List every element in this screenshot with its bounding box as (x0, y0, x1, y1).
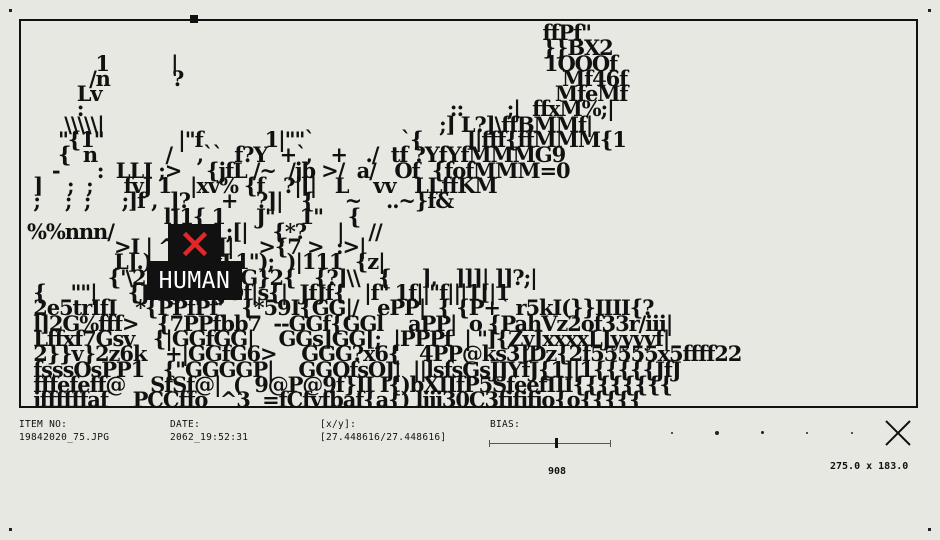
coords-info: [x/y]: [27.448616/27.448616] (320, 418, 446, 444)
item-value: 19842020_75.JPG (19, 432, 110, 443)
item-label: ITEM NO: (19, 419, 68, 430)
date-info: DATE: 2062_19:52:31 (170, 418, 248, 444)
page-dot[interactable] (806, 432, 808, 434)
date-label: DATE: (170, 419, 201, 430)
page-dots (660, 430, 860, 436)
coords-label: [x/y]: (320, 419, 357, 430)
slider-thumb[interactable] (555, 438, 558, 448)
page-dot[interactable] (715, 431, 719, 435)
page-dot[interactable] (761, 431, 764, 434)
classification-tag[interactable]: HUMAN (147, 224, 242, 300)
dimensions-readout: 275.0 x 183.0 (830, 461, 909, 472)
slider-end (489, 440, 490, 447)
slider-track (489, 443, 611, 444)
corner-marker (928, 528, 931, 531)
close-cross-icon[interactable] (168, 224, 221, 264)
image-viewport[interactable]: ffPf" }}BX2 1 | 1OOOf /n (19, 19, 918, 408)
ascii-art-image: ffPf" }}BX2 1 | 1OOOf /n (27, 20, 742, 408)
corner-marker (928, 9, 931, 12)
coords-value: [27.448616/27.448616] (320, 432, 447, 443)
page-dot[interactable] (671, 432, 673, 434)
bias-label: BIAS: (490, 419, 521, 430)
bias-value: 908 (548, 466, 567, 477)
corner-marker (9, 528, 12, 531)
human-label: HUMAN (147, 261, 242, 300)
bias-info: BIAS: (490, 418, 520, 431)
page-dot[interactable] (851, 432, 853, 434)
item-info: ITEM NO: 19842020_75.JPG (19, 418, 109, 444)
bias-slider[interactable] (489, 437, 611, 449)
slider-end (610, 440, 611, 447)
corner-marker (9, 9, 12, 12)
close-icon[interactable] (884, 419, 912, 447)
date-value: 2062_19:52:31 (170, 432, 249, 443)
